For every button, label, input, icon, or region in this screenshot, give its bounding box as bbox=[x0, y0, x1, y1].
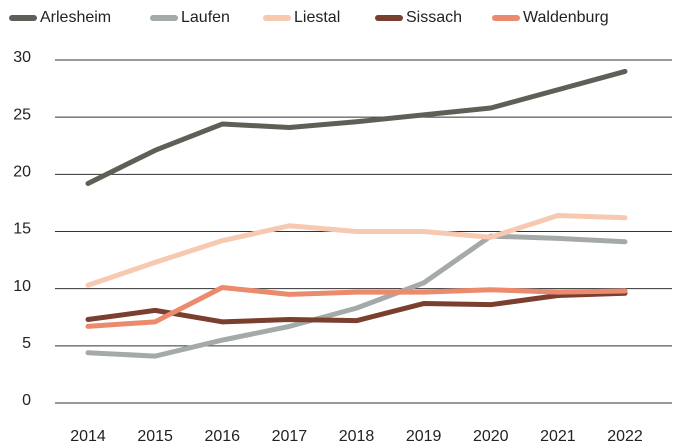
x-tick-label: 2019 bbox=[406, 428, 442, 445]
series-line bbox=[85, 68, 628, 186]
legend-label: Laufen bbox=[181, 9, 230, 26]
x-tick-label: 2021 bbox=[540, 428, 576, 445]
x-tick-label: 2017 bbox=[272, 428, 308, 445]
x-tick-label: 2016 bbox=[204, 428, 240, 445]
y-tick-label: 30 bbox=[13, 49, 31, 66]
x-tick-label: 2022 bbox=[607, 428, 643, 445]
y-tick-label: 15 bbox=[13, 221, 31, 238]
legend-label: Arlesheim bbox=[40, 9, 111, 26]
legend-label: Waldenburg bbox=[523, 9, 609, 26]
legend-label: Liestal bbox=[294, 9, 340, 26]
x-tick-label: 2020 bbox=[473, 428, 509, 445]
y-tick-label: 0 bbox=[22, 392, 31, 409]
y-tick-label: 10 bbox=[13, 278, 31, 295]
series-line bbox=[85, 290, 628, 325]
series-line bbox=[85, 212, 628, 288]
y-tick-label: 25 bbox=[13, 106, 31, 123]
series-line bbox=[85, 285, 628, 329]
x-tick-label: 2015 bbox=[137, 428, 173, 445]
y-tick-label: 5 bbox=[22, 335, 31, 352]
series-line bbox=[85, 233, 628, 359]
legend-label: Sissach bbox=[406, 9, 462, 26]
x-tick-label: 2014 bbox=[70, 428, 106, 445]
y-tick-label: 20 bbox=[13, 164, 31, 181]
x-tick-label: 2018 bbox=[339, 428, 375, 445]
